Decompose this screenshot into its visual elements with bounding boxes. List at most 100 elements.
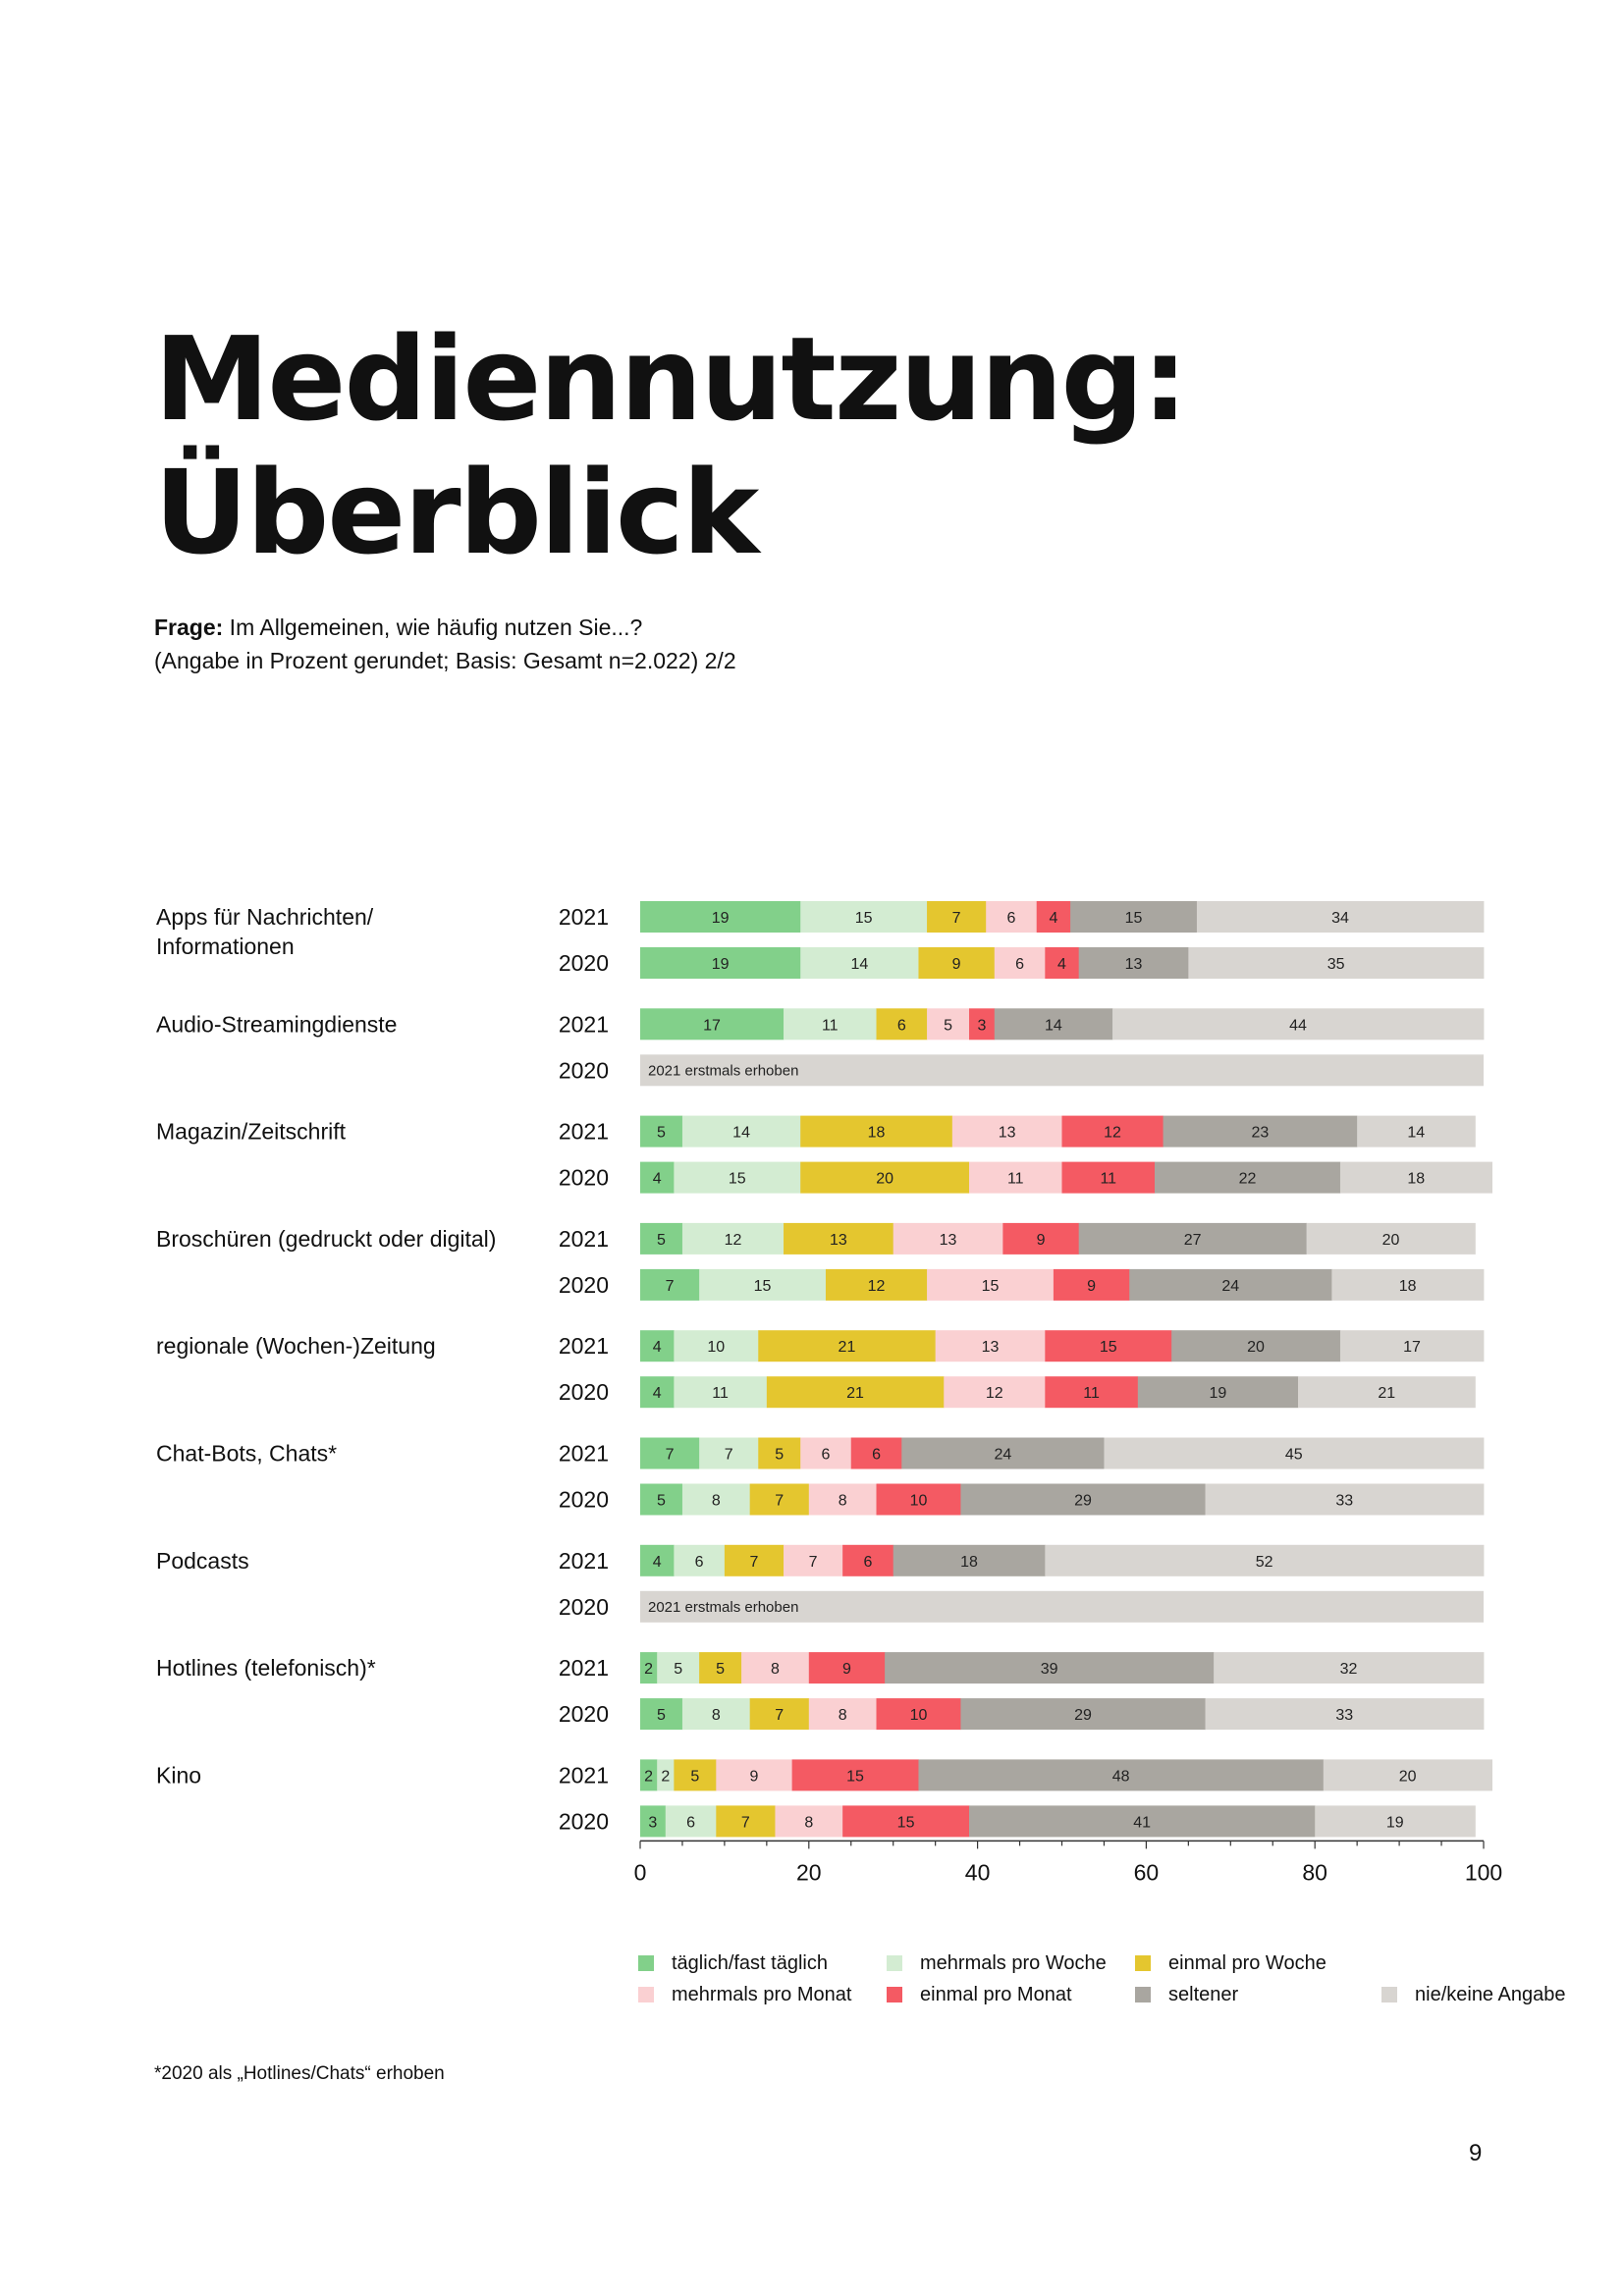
data-label: 18 xyxy=(1407,1171,1425,1188)
bar-segment xyxy=(640,1759,658,1791)
bar-segment xyxy=(1061,1161,1156,1194)
data-label: 5 xyxy=(716,1661,725,1678)
data-label: 6 xyxy=(897,1017,906,1034)
bar-segment xyxy=(791,1759,919,1791)
bar-segment xyxy=(1154,1161,1341,1194)
bar-segment xyxy=(800,1437,852,1469)
x-tick-label: 0 xyxy=(634,1859,647,1885)
data-label: 15 xyxy=(1100,1339,1117,1356)
data-label: 13 xyxy=(940,1232,957,1249)
category-label: Magazin/Zeitschrift xyxy=(156,1119,347,1145)
data-label: 12 xyxy=(1104,1125,1121,1142)
data-label: 6 xyxy=(686,1814,695,1831)
data-label: 44 xyxy=(1289,1017,1307,1034)
data-label: 9 xyxy=(1087,1278,1096,1295)
not-collected-label: 2021 erstmals erhoben xyxy=(648,1062,798,1079)
bar-segment xyxy=(885,1652,1215,1684)
data-label: 45 xyxy=(1285,1447,1303,1464)
data-label: 9 xyxy=(1037,1232,1046,1249)
data-label: 12 xyxy=(868,1278,886,1295)
data-label: 11 xyxy=(1100,1171,1116,1188)
data-label: 11 xyxy=(1083,1385,1100,1402)
bar-segment xyxy=(800,1115,953,1148)
question-note: (Angabe in Prozent gerundet; Basis: Gesa… xyxy=(154,648,736,673)
bar-segment xyxy=(681,1222,785,1255)
data-label: 20 xyxy=(1382,1232,1400,1249)
data-label: 17 xyxy=(703,1017,721,1034)
legend-label: einmal pro Woche xyxy=(1168,1952,1326,1974)
data-label: 12 xyxy=(986,1385,1003,1402)
legend-swatch xyxy=(1135,1987,1151,2002)
data-label: 8 xyxy=(771,1661,780,1678)
data-label: 33 xyxy=(1335,1493,1353,1510)
legend-swatch xyxy=(638,1987,654,2002)
bar-segment xyxy=(1205,1483,1485,1516)
data-label: 14 xyxy=(1045,1017,1062,1034)
data-label: 6 xyxy=(695,1554,704,1571)
bar-segment xyxy=(640,1376,675,1409)
year-label: 2020 xyxy=(559,1594,609,1620)
data-label: 8 xyxy=(839,1493,847,1510)
data-label: 14 xyxy=(850,956,868,973)
data-label: 11 xyxy=(1007,1171,1024,1188)
bar-segment xyxy=(927,901,987,933)
data-label: 4 xyxy=(1049,910,1057,927)
bar-segment xyxy=(749,1483,810,1516)
bar-segment xyxy=(766,1376,945,1409)
data-label: 13 xyxy=(1125,956,1143,973)
bar-segment xyxy=(1002,1222,1080,1255)
data-label: 8 xyxy=(712,1707,721,1724)
data-label: 27 xyxy=(1184,1232,1202,1249)
bar-segment xyxy=(724,1544,785,1576)
data-label: 9 xyxy=(750,1768,759,1785)
bar-segment xyxy=(640,1268,700,1301)
bar-segment xyxy=(784,1544,843,1576)
data-label: 9 xyxy=(952,956,961,973)
data-label: 8 xyxy=(712,1493,721,1510)
legend-label: mehrmals pro Woche xyxy=(920,1952,1107,1974)
data-label: 18 xyxy=(868,1125,886,1142)
data-label: 18 xyxy=(960,1554,978,1571)
data-label: 13 xyxy=(830,1232,847,1249)
bar-segment xyxy=(951,1115,1062,1148)
bar-segment xyxy=(1061,1115,1164,1148)
data-label: 24 xyxy=(994,1447,1011,1464)
bar-segment xyxy=(850,1437,902,1469)
question-label: Frage: xyxy=(154,614,224,640)
bar-segment xyxy=(1112,1008,1485,1041)
data-label: 3 xyxy=(648,1814,657,1831)
bar-segment xyxy=(927,1008,970,1041)
data-label: 4 xyxy=(1057,956,1066,973)
bar-segment xyxy=(665,1805,717,1838)
bar-segment xyxy=(674,1330,759,1362)
data-label: 13 xyxy=(982,1339,1000,1356)
bar-segment xyxy=(893,1544,1046,1576)
data-label: 7 xyxy=(775,1707,784,1724)
bar-segment xyxy=(758,1437,801,1469)
bar-segment xyxy=(775,1805,843,1838)
data-label: 5 xyxy=(657,1125,666,1142)
data-label: 20 xyxy=(876,1171,893,1188)
bar-segment xyxy=(1163,1115,1358,1148)
data-label: 12 xyxy=(725,1232,742,1249)
legend-swatch xyxy=(1381,1987,1397,2002)
bar-segment xyxy=(640,1161,675,1194)
legend-label: einmal pro Monat xyxy=(920,1984,1072,2005)
category-label: Chat-Bots, Chats* xyxy=(156,1441,337,1467)
bar-not-collected xyxy=(640,1590,1484,1623)
bar-segment xyxy=(1045,1376,1139,1409)
year-label: 2020 xyxy=(559,1487,609,1513)
bar-segment xyxy=(876,1008,928,1041)
bar-segment xyxy=(1298,1376,1476,1409)
data-label: 35 xyxy=(1327,956,1345,973)
data-label: 13 xyxy=(999,1125,1016,1142)
data-label: 41 xyxy=(1133,1814,1151,1831)
category-label: Apps für Nachrichten/ xyxy=(156,904,374,930)
bar-segment xyxy=(969,1805,1316,1838)
bar-not-collected xyxy=(640,1054,1484,1087)
data-label: 4 xyxy=(653,1554,662,1571)
bar-segment xyxy=(674,1161,801,1194)
data-label: 23 xyxy=(1251,1125,1269,1142)
bar-segment xyxy=(800,901,928,933)
